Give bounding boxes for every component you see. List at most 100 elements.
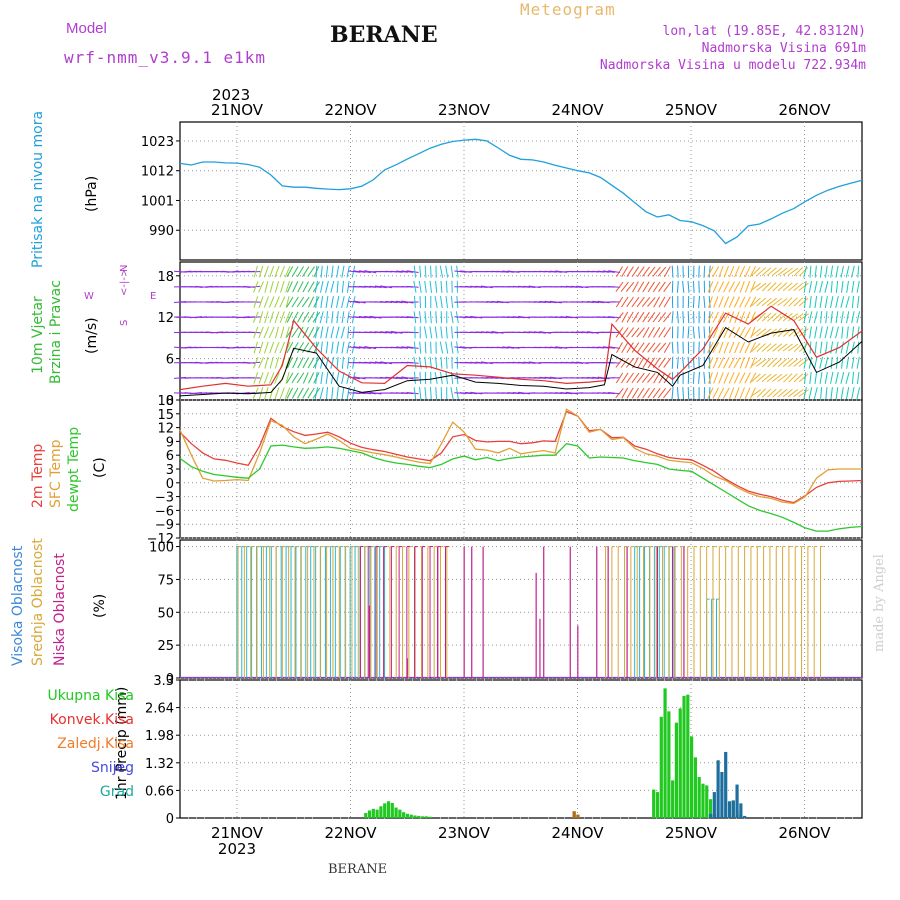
wind-arrow [319,387,324,400]
wind-arrow [809,265,812,278]
wind-arrow [326,311,328,324]
wind-arrow [291,387,299,399]
wind-arrow [445,341,449,354]
wind-arrow [374,361,387,365]
wind-arrow [274,387,280,399]
temperature-ytick-label: −3 [155,491,174,506]
precip-bar [405,813,410,818]
wind-arrow [450,341,454,354]
precip-legend-item: Konvek.Kisa [50,712,134,728]
wind-arrow [739,296,746,308]
wind-arrow [652,342,661,353]
wind-arrow [744,311,751,323]
wind-ytitle-2: Brzina i Pravac [48,280,64,384]
wind-arrow [419,311,422,324]
wind-arrow [364,285,377,288]
wind-arrow [707,311,714,323]
precip-bar [428,816,432,818]
wind-arrow [308,372,315,384]
wind-arrow [637,311,645,323]
wind-arrow [621,311,629,323]
pressure-unit: (hPa) [84,176,100,212]
wind-arrow [819,326,823,339]
wind-arrow [845,265,850,278]
wind-arrow [325,341,329,354]
wind-arrow [263,296,269,308]
temp-line-1 [179,408,862,505]
wind-arrow [782,358,793,368]
wind-arrow [314,311,319,324]
precip-bar [724,751,728,818]
wind-arrow [518,361,531,364]
wind-arrow [258,281,264,293]
wind-arrow [353,270,366,273]
footer-station: BERANE [328,862,388,877]
wind-arrow [798,313,809,322]
wind-arrow [401,346,414,349]
wind-arrow [264,265,269,278]
wind-arrow [856,326,860,339]
wind-arrow [830,296,834,308]
precip-ytick-label: 0.66 [145,784,174,799]
wind-arrow [284,266,291,278]
wind-arrow [642,266,651,277]
wind-arrow [320,356,324,369]
wind-arrow [502,270,515,273]
wind-arrow [767,312,777,322]
wind-arrow [761,373,772,383]
wind-arrow [419,265,422,278]
wind-arrow [772,358,782,368]
wind-arrow [297,357,304,369]
wind-direction-field [173,265,861,400]
wind-ytick-label: 6 [166,353,174,368]
wind-arrow [581,331,594,334]
wind-arrow [663,388,672,399]
wind-arrow [750,282,762,291]
wind-arrow [653,372,661,384]
wind-arrow [824,356,829,369]
wind-arrow [429,387,432,400]
wind-arrow [663,281,672,292]
wind-arrow [330,356,335,369]
wind-arrow [340,326,345,339]
wind-arrow [608,316,621,319]
wind-arrow [809,296,812,309]
wind-arrow [325,296,329,308]
wind-arrow [621,296,629,308]
dir-legend-w: W [84,291,94,302]
cloud-ytitle-2: Srednja Oblacnost [30,538,46,666]
wind-arrow [302,357,310,369]
wind-arrow [766,373,777,382]
wind-arrow [676,356,679,369]
wind-arrow [819,341,823,354]
temp-line-0 [179,410,863,504]
wind-arrow [620,281,629,292]
wind-arrow [756,388,766,398]
wind-arrow [814,356,818,369]
wind-arrow [440,280,443,293]
wind-arrow [358,270,371,274]
wind-arrow [647,342,656,353]
wind-arrow [307,387,315,399]
pressure-frame [179,121,863,261]
wind-arrow [750,328,761,337]
wind-arrow [840,311,844,324]
wind-arrow [274,311,280,324]
wind-arrow [708,371,711,384]
wind-arrow [445,326,448,339]
wind-arrow [798,389,809,398]
wind-arrow [798,282,809,291]
wind-arrow [717,387,725,399]
wind-arrow [663,312,672,323]
wind-arrow [445,356,448,369]
wind-arrow [761,297,772,307]
wind-arrow [268,296,275,308]
wind-arrow [269,265,275,278]
precip-bar [371,808,375,818]
wind-arrow [851,326,855,339]
wind-arrow [291,372,299,384]
wind-arrow [652,388,661,399]
precip-bar [720,772,724,818]
pressure-ytick-label: 1023 [141,135,174,150]
wind-arrow [829,326,834,339]
